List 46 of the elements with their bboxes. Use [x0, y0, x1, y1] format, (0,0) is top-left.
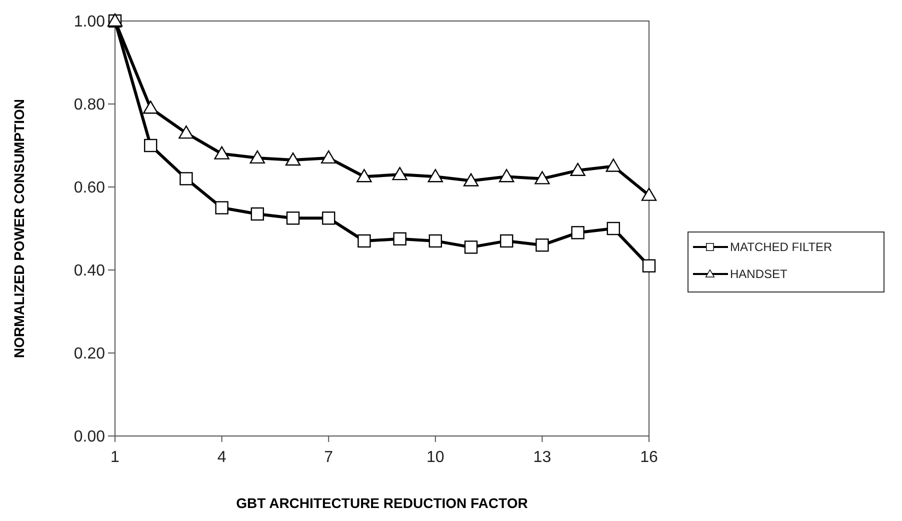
y-tick-label: 0.00: [74, 428, 106, 446]
point: [356, 169, 372, 182]
point: [250, 150, 265, 164]
y-tick-label: 1.00: [74, 14, 106, 31]
point: [536, 238, 549, 252]
x-tick-label: 13: [533, 449, 552, 466]
point: [606, 158, 621, 172]
point: [500, 234, 514, 248]
y-tick-label: 0.40: [74, 262, 106, 280]
point: [214, 146, 230, 160]
point: [499, 169, 514, 182]
legend-label: HANDSET: [730, 267, 788, 282]
x-tick-label: 1: [110, 449, 120, 466]
point: [570, 162, 586, 176]
point: [571, 226, 584, 240]
point: [322, 212, 336, 225]
point: [642, 259, 656, 272]
point: [321, 150, 336, 164]
point: [285, 152, 301, 166]
point: [428, 234, 442, 248]
legend-label: MATCHED FILTER: [730, 240, 833, 254]
x-tick-label: 10: [426, 449, 444, 466]
point: [215, 201, 228, 214]
point: [143, 100, 158, 114]
point: [180, 172, 193, 186]
y-tick-label: 0.80: [74, 96, 106, 114]
x-tick-label: 16: [640, 449, 658, 466]
point: [428, 169, 443, 182]
point: [606, 222, 620, 236]
x-tick-label: 4: [217, 449, 226, 466]
point: [393, 232, 406, 246]
point: [464, 240, 478, 254]
point: [392, 166, 408, 180]
x-axis-title: GBT ARCHITECTURE REDUCTION FACTOR: [236, 495, 528, 511]
point: [641, 188, 657, 201]
y-tick-label: 0.20: [74, 346, 106, 363]
y-axis-title: NORMALIZED POWER CONSUMPTION: [11, 99, 27, 358]
point: [250, 207, 264, 221]
point: [358, 234, 371, 248]
point: [178, 125, 194, 139]
point: [534, 171, 550, 184]
point: [463, 173, 479, 186]
y-tick-label: 0.60: [74, 180, 106, 197]
point: [144, 138, 158, 152]
point: [286, 212, 300, 225]
x-tick-label: 7: [324, 449, 334, 466]
